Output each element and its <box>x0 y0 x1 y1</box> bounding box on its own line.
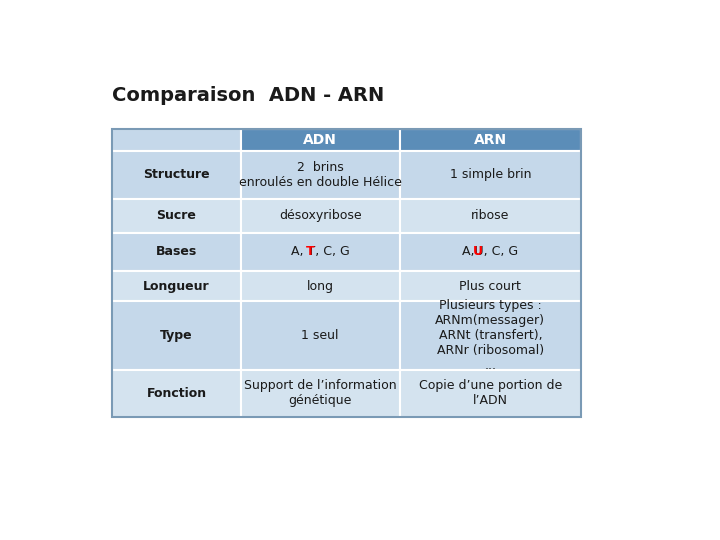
FancyBboxPatch shape <box>112 199 240 233</box>
Text: Support de l’information
génétique: Support de l’information génétique <box>244 380 397 408</box>
FancyBboxPatch shape <box>112 271 240 301</box>
Text: long: long <box>307 280 333 293</box>
Text: 1 simple brin: 1 simple brin <box>449 168 531 181</box>
FancyBboxPatch shape <box>240 129 400 151</box>
FancyBboxPatch shape <box>400 233 581 271</box>
FancyBboxPatch shape <box>400 199 581 233</box>
FancyBboxPatch shape <box>112 129 240 151</box>
Text: Structure: Structure <box>143 168 210 181</box>
FancyBboxPatch shape <box>400 271 581 301</box>
Text: Bases: Bases <box>156 245 197 259</box>
FancyBboxPatch shape <box>400 129 581 151</box>
Text: Copie d’une portion de
l’ADN: Copie d’une portion de l’ADN <box>419 380 562 408</box>
FancyBboxPatch shape <box>400 151 581 199</box>
Text: Type: Type <box>160 329 193 342</box>
Text: ADN: ADN <box>303 133 337 147</box>
FancyBboxPatch shape <box>240 151 400 199</box>
FancyBboxPatch shape <box>112 369 240 417</box>
Text: Longueur: Longueur <box>143 280 210 293</box>
FancyBboxPatch shape <box>400 369 581 417</box>
FancyBboxPatch shape <box>400 301 581 369</box>
Text: A,U, C, G: A,U, C, G <box>462 245 518 259</box>
Text: 1 seul: 1 seul <box>302 329 339 342</box>
FancyBboxPatch shape <box>240 233 400 271</box>
FancyBboxPatch shape <box>112 301 240 369</box>
Text: T: T <box>306 245 315 259</box>
Text: 2  brins
enroulés en double Hélice: 2 brins enroulés en double Hélice <box>239 161 402 189</box>
FancyBboxPatch shape <box>240 301 400 369</box>
FancyBboxPatch shape <box>240 199 400 233</box>
Text: Plusieurs types :
ARNm(messager)
ARNt (transfert),
ARNr (ribosomal)
...: Plusieurs types : ARNm(messager) ARNt (t… <box>436 299 545 372</box>
Text: ribose: ribose <box>471 209 510 222</box>
FancyBboxPatch shape <box>240 369 400 417</box>
Text: Comparaison  ADN - ARN: Comparaison ADN - ARN <box>112 85 384 105</box>
FancyBboxPatch shape <box>240 271 400 301</box>
Text: A, T, C, G: A, T, C, G <box>291 245 349 259</box>
Text: U: U <box>472 245 482 259</box>
FancyBboxPatch shape <box>112 151 240 199</box>
FancyBboxPatch shape <box>112 233 240 271</box>
Text: désoxyribose: désoxyribose <box>279 209 361 222</box>
Text: Plus court: Plus court <box>459 280 521 293</box>
Text: Fonction: Fonction <box>146 387 207 400</box>
Text: ARN: ARN <box>474 133 507 147</box>
Text: Sucre: Sucre <box>156 209 197 222</box>
